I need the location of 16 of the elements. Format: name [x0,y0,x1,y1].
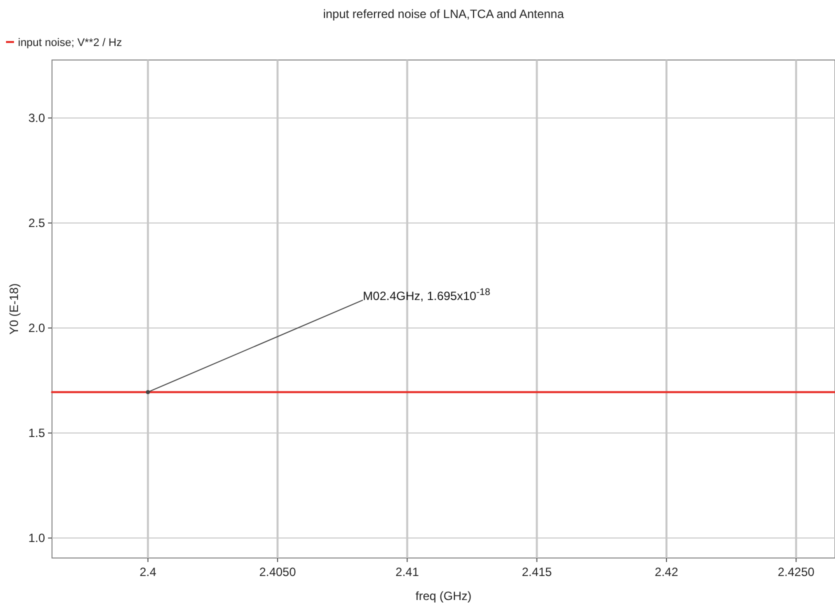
legend-label: input noise; V**2 / Hz [18,37,122,49]
x-axis-title: freq (GHz) [415,589,472,603]
y-tick-label: 1.5 [28,426,46,440]
x-tick-label: 2.4250 [778,565,815,579]
y-tick-label: 2.0 [28,321,46,336]
x-tick-label: 2.42 [654,565,678,579]
x-tick-label: 2.415 [522,565,552,579]
y-tick-label: 1.0 [28,531,46,546]
x-tick-label: 2.41 [396,565,420,579]
x-tick-label: 2.4050 [259,565,296,579]
chart-title: input referred noise of LNA,TCA and Antenna [323,7,564,21]
y-tick-label: 3.0 [28,110,46,125]
y-tick-label: 2.5 [28,216,46,230]
y-axis-title: Y0 (E-18) [7,283,21,335]
x-tick-label: 2.4 [140,565,157,579]
annotation: M02.4GHz, 1.695x10$^{-18}$ [362,286,490,304]
